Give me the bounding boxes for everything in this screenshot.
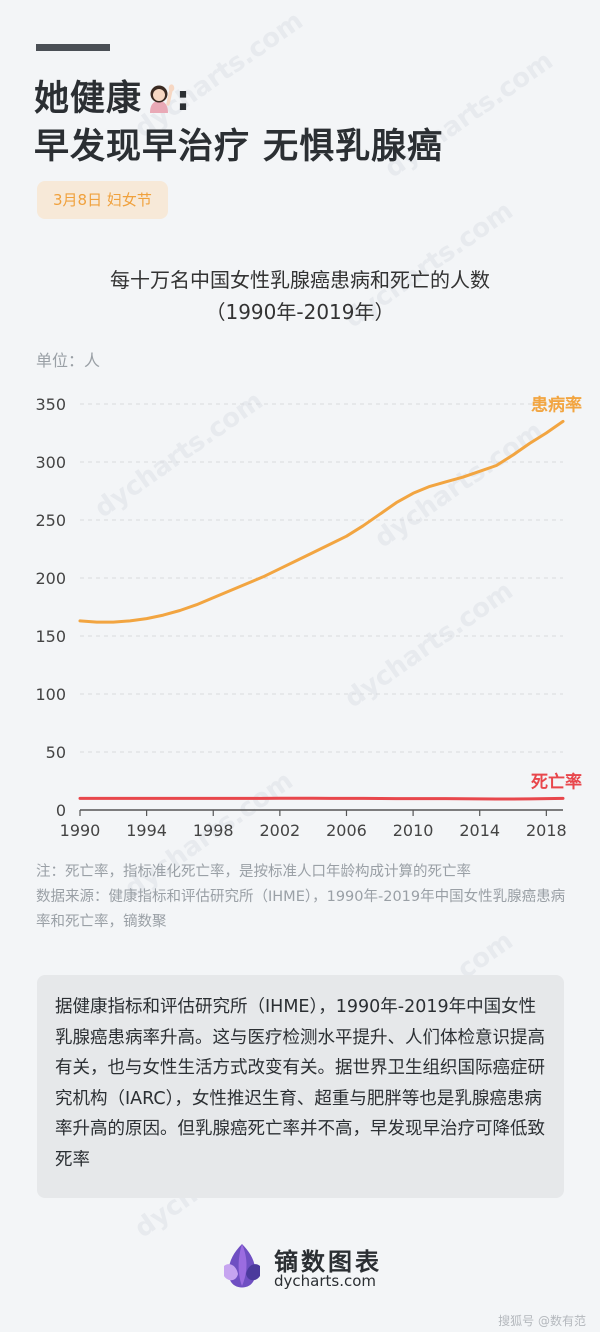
page-title-line1: 她健康: [34, 70, 191, 121]
title-text: 她健康 [34, 79, 143, 119]
chart-unit-label: 单位：人 [36, 351, 101, 370]
y-tick-label: 200 [35, 569, 66, 588]
x-tick-label: 2014 [459, 821, 500, 840]
x-tick-label: 2018 [526, 821, 567, 840]
page-title-line2: 早发现早治疗 无惧乳腺癌 [34, 127, 444, 167]
chart-note: 注：死亡率，指标准化死亡率，是按标准人口年龄构成计算的死亡率 [36, 864, 471, 880]
date-tag: 3月8日 妇女节 [37, 181, 168, 219]
x-tick-label: 2002 [260, 821, 301, 840]
y-tick-label: 350 [35, 395, 66, 414]
line-chart: 0 50 100 150 200 250 300 350 1990 1994 1998 2002 200… [35, 394, 582, 840]
x-tick-label: 2010 [393, 821, 434, 840]
x-tick-label: 1990 [60, 821, 101, 840]
chart-title-line2: （1990年-2019年） [205, 300, 395, 324]
woman-raising-hand-emoji-icon [150, 84, 175, 113]
y-tick-label: 0 [56, 801, 66, 820]
title-colon: : [176, 79, 192, 119]
brand-logo: 镝数图表 dycharts.com [218, 1240, 388, 1296]
x-tick-label: 2006 [326, 821, 367, 840]
y-tick-label: 150 [35, 627, 66, 646]
logo-name: 镝数图表 [274, 1248, 382, 1276]
y-tick-label: 300 [35, 453, 66, 472]
footer-credit: 搜狐号 @数有范 [498, 1314, 586, 1328]
x-tick-label: 1994 [126, 821, 167, 840]
logo-url: dycharts.com [274, 1272, 377, 1290]
x-tick-label: 1998 [193, 821, 234, 840]
y-tick-label: 100 [35, 685, 66, 704]
mortality-line [78, 796, 565, 801]
incidence-line [78, 419, 565, 624]
y-tick-label: 50 [46, 743, 66, 762]
summary-textbox: 据健康指标和评估研究所（IHME），1990年-2019年中国女性乳腺癌患病率升… [37, 975, 564, 1198]
series-label: 患病率 [531, 394, 582, 415]
summary-text: 据健康指标和评估研究所（IHME），1990年-2019年中国女性乳腺癌患病率升… [55, 997, 545, 1170]
chart-title-line1: 每十万名中国女性乳腺癌患病和死亡的人数 [110, 268, 490, 292]
series-label: 死亡率 [531, 771, 582, 792]
header-accent-bar [36, 44, 110, 51]
dycharts-logo-icon [224, 1244, 260, 1288]
y-tick-label: 250 [35, 511, 66, 530]
data-source-note: 数据来源：健康指标和评估研究所（IHME），1990年-2019年中国女性乳腺癌… [36, 889, 566, 930]
